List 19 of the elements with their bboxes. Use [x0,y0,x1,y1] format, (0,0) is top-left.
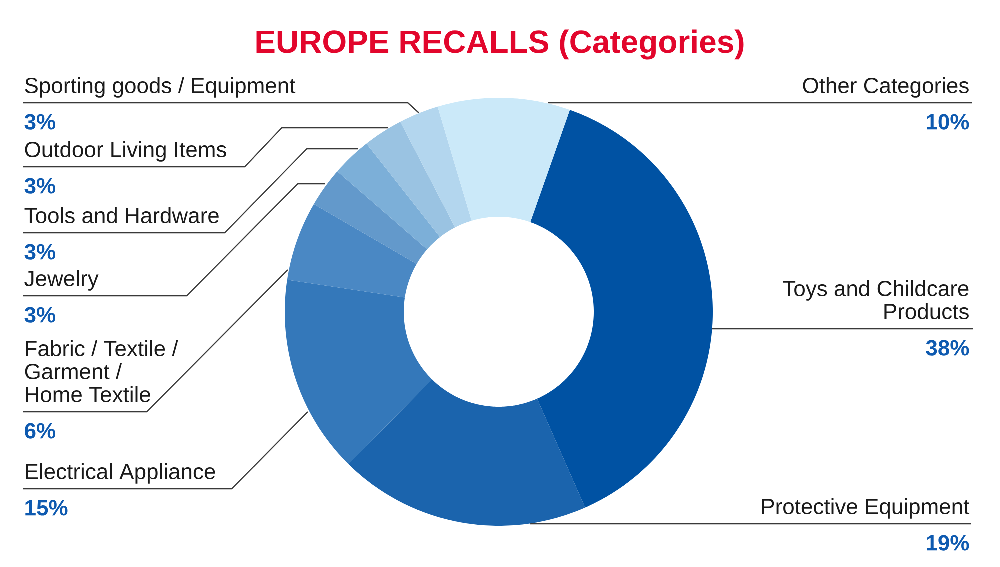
slice-label: Other Categories [803,77,969,98]
data-label: 3% [24,244,56,260]
slice-label: Fabric / Textile / Garment / Home Textile [25,340,178,403]
slice-label: Jewelry [24,270,99,291]
data-label: 19% [927,535,970,551]
data-label: 3% [24,178,56,194]
slice-label: Outdoor Living Items [25,141,226,162]
slice-label: Toys and Childcare Products [783,280,969,320]
data-label: 15% [26,500,68,516]
slice-label: Tools and Hardware [24,207,219,224]
slice-label: Sporting goods / Equipment [25,77,296,98]
slice-label: Protective Equipment [762,498,970,519]
data-label: 3% [24,307,56,323]
data-label: 38% [926,340,970,356]
slice-label: Electrical Appliance [26,463,216,484]
data-label: 6% [25,423,56,439]
data-label: 3% [24,114,56,130]
data-label: 10% [927,114,970,130]
chart-title: EUROPE RECALLS (Categories) [256,30,744,60]
